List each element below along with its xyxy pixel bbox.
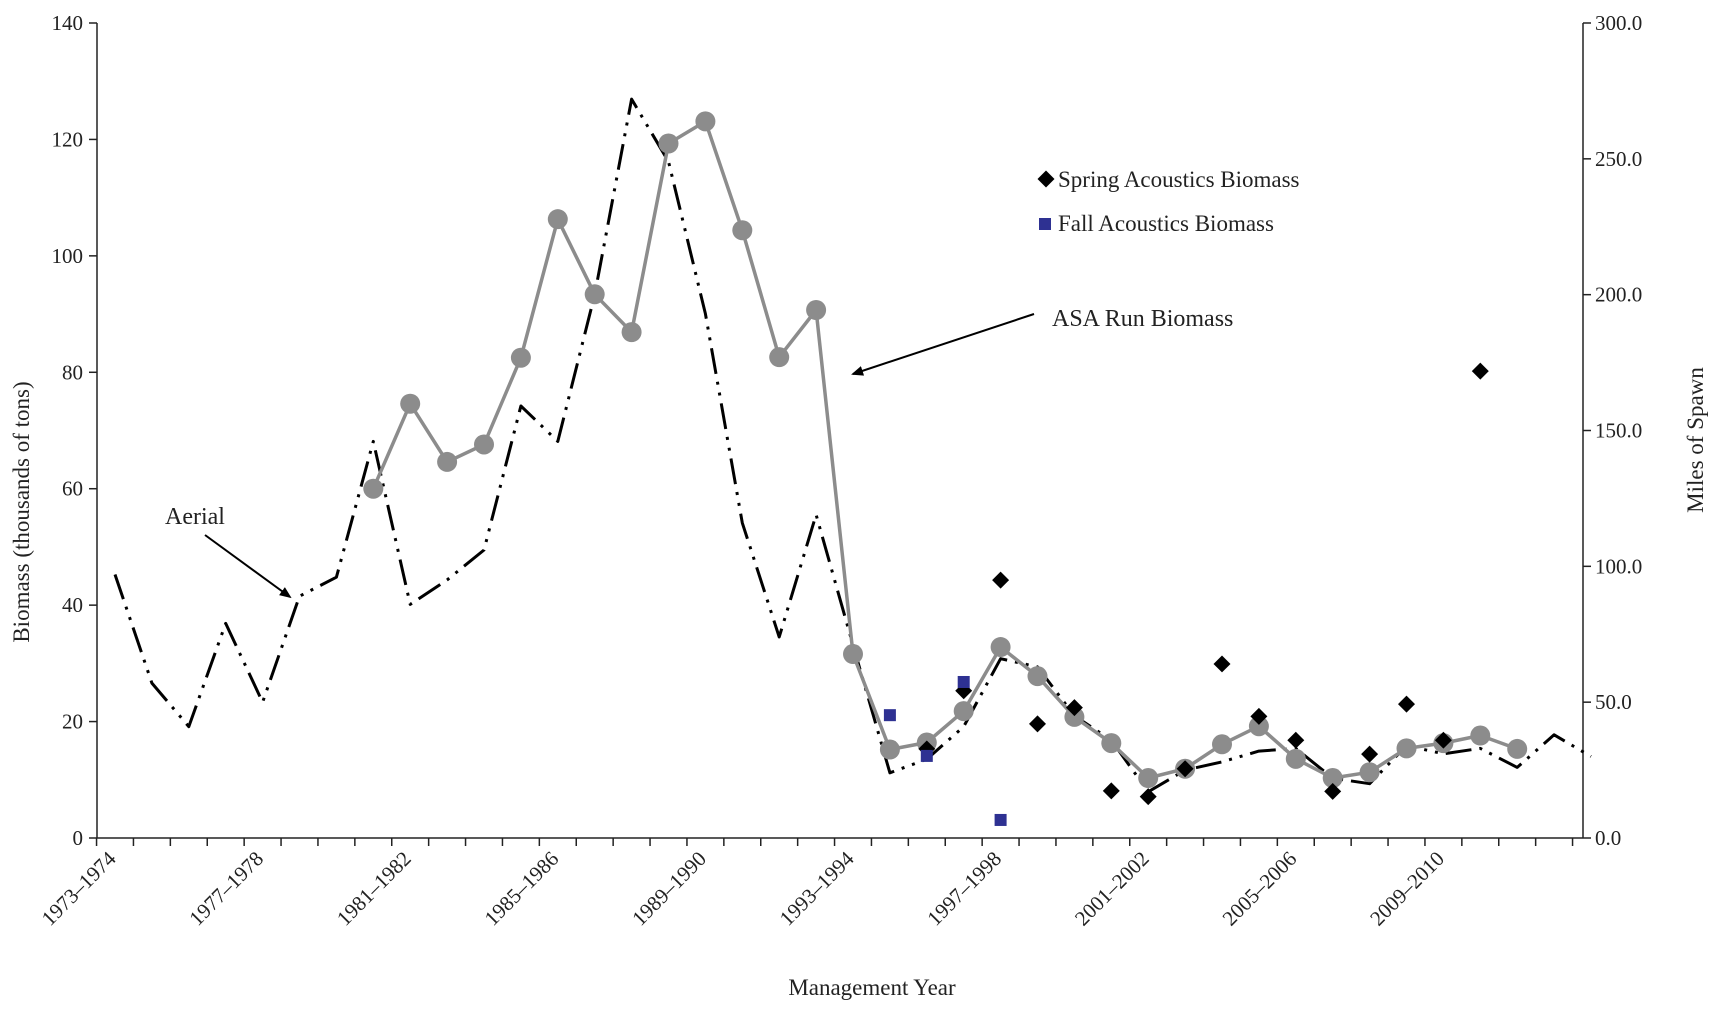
spring-acoustics-biomass-point — [1361, 745, 1379, 763]
asa-run-biomass-point — [621, 322, 642, 343]
asa-annotation-arrow — [851, 313, 1035, 376]
x-tick-label: 2001–2002 — [1070, 847, 1154, 931]
x-tick-label: 1973–1974 — [37, 846, 121, 930]
y2-tick-label: 100.0 — [1595, 554, 1642, 578]
y-tick-label: 120 — [52, 127, 84, 151]
asa-run-biomass-point — [474, 434, 494, 455]
x-axis-title: Management Year — [788, 975, 956, 1000]
y-axis-title: Biomass (thousands of tons) — [9, 381, 34, 642]
asa-run-biomass-point — [547, 209, 568, 230]
asa-run-biomass-point — [879, 739, 900, 760]
spring-acoustics-biomass-point — [1434, 731, 1452, 749]
spring-acoustics-biomass-point — [1250, 707, 1268, 725]
asa-run-biomass-point — [437, 451, 458, 472]
asa-run-biomass-point — [400, 393, 421, 414]
y-tick-label: 80 — [62, 360, 83, 384]
aerial-line — [113, 97, 1592, 794]
spring-acoustics-biomass-point — [1398, 695, 1415, 713]
spring-acoustics-biomass-point — [1471, 362, 1489, 380]
y2-tick-label: 300.0 — [1595, 11, 1642, 35]
asa-run-biomass-point — [843, 644, 863, 665]
asa-run-biomass-line — [371, 119, 1518, 780]
y2-axis-title: Miles of Spawn — [1683, 367, 1708, 513]
asa-run-biomass-point — [584, 284, 605, 305]
y-tick-label: 60 — [62, 477, 83, 501]
asa-annotation-label: ASA Run Biomass — [1052, 306, 1233, 332]
x-tick-label: 2009–2010 — [1365, 847, 1449, 931]
y-tick-label: 20 — [62, 710, 83, 734]
fall-acoustics-biomass-point — [920, 749, 933, 762]
spring-acoustics-biomass-point — [1213, 655, 1231, 673]
asa-run-biomass-point — [695, 111, 716, 132]
asa-run-biomass-point — [1212, 734, 1232, 755]
aerial-annotation-arrow — [204, 534, 292, 599]
y-tick-label: 0 — [73, 826, 84, 850]
fall-acoustics-biomass-point — [883, 709, 896, 722]
asa-run-biomass-point — [769, 347, 790, 368]
asa-run-biomass-point — [1138, 768, 1159, 789]
x-tick-label: 1985–1986 — [480, 847, 564, 931]
asa-run-biomass-point — [363, 478, 384, 499]
legend: Spring Acoustics Biomass Fall Acoustics … — [1037, 167, 1300, 236]
spring-acoustics-biomass-point — [992, 571, 1010, 589]
y2-tick-label: 150.0 — [1595, 419, 1642, 443]
axes-layer: 0 20 40 60 80 100 120 140 0.0 50.0 100.0 150.0 200.0… — [37, 11, 1643, 930]
asa-run-biomass-point — [1359, 762, 1380, 783]
legend-fall-marker — [1039, 218, 1051, 230]
asa-run-biomass-point — [1101, 733, 1122, 754]
asa-run-biomass-point — [510, 347, 531, 368]
spring-acoustics-biomass-point — [1176, 760, 1194, 778]
y2-tick-label: 0.0 — [1595, 826, 1621, 850]
aerial-annotation-label: Aerial — [165, 504, 225, 530]
x-tick-label: 1981–1982 — [332, 847, 416, 931]
fall-acoustics-biomass-point — [994, 813, 1007, 826]
spring-acoustics-biomass-point — [1065, 699, 1083, 717]
asa-run-biomass-point — [1027, 666, 1048, 687]
asa-run-biomass-point — [953, 701, 974, 722]
spring-acoustics-biomass-point — [1139, 788, 1157, 806]
spring-acoustics-biomass-point — [1287, 731, 1305, 749]
spring-acoustics-biomass-point — [1102, 782, 1120, 800]
fall-acoustics-biomass-point — [957, 675, 970, 688]
x-tick-label: 1977–1978 — [184, 847, 268, 931]
asa-run-biomass-point — [1470, 725, 1491, 746]
asa-run-biomass-point — [658, 133, 679, 154]
x-tick-label: 1997–1998 — [922, 847, 1006, 931]
x-tick-label: 1993–1994 — [775, 846, 859, 930]
y2-tick-label: 250.0 — [1595, 147, 1642, 171]
x-tick-label: 1989–1990 — [627, 847, 711, 931]
y-tick-label: 40 — [62, 593, 83, 617]
spring-acoustics-biomass-point — [1324, 782, 1342, 800]
asa-run-biomass-point — [1322, 768, 1343, 789]
spring-acoustics-biomass-point — [1029, 715, 1046, 733]
asa-run-biomass-point — [1396, 738, 1417, 759]
y2-tick-label: 200.0 — [1595, 283, 1642, 307]
asa-run-biomass-point — [732, 220, 753, 241]
annotation-layer: Biomass (thousands of tons) Miles of Spa… — [9, 167, 1708, 1000]
x-tick-label: 2005–2006 — [1218, 847, 1302, 931]
asa-run-biomass-point — [1507, 738, 1528, 759]
legend-fall-label: Fall Acoustics Biomass — [1058, 211, 1274, 236]
asa-run-biomass-point — [990, 637, 1011, 658]
asa-run-biomass-point — [1064, 706, 1085, 727]
y2-tick-label: 50.0 — [1595, 690, 1632, 714]
series-layer — [113, 97, 1592, 826]
y-tick-label: 140 — [52, 11, 84, 35]
asa-run-biomass-point — [1285, 748, 1306, 769]
legend-spring-label: Spring Acoustics Biomass — [1058, 167, 1300, 192]
asa-run-biomass-point — [1248, 716, 1269, 737]
asa-run-biomass-point — [806, 299, 827, 320]
legend-spring-marker — [1037, 170, 1055, 188]
y-tick-label: 100 — [52, 244, 84, 268]
